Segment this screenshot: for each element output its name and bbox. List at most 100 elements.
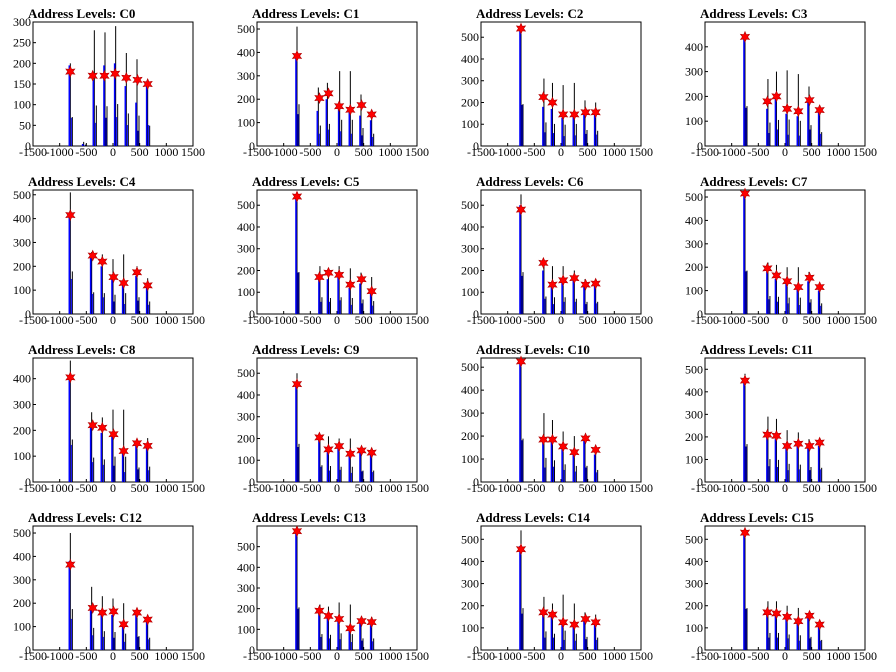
- star-icon: [771, 90, 782, 103]
- star-icon: [569, 618, 580, 631]
- y-tick-label: 200: [13, 56, 31, 70]
- x-tick-label: -1500: [243, 481, 271, 495]
- y-tick-label: 300: [13, 15, 31, 29]
- x-tick-label: 1000: [154, 313, 178, 327]
- chart-svg: Address Levels: C12 0 100 200 300 400 500 -1500…: [13, 510, 205, 663]
- x-tick-label: -1000: [46, 313, 74, 327]
- y-tick-label: 100: [13, 98, 31, 112]
- chart-svg: Address Levels: C15 0 100 200 300 400 500 -1500…: [685, 510, 877, 663]
- x-tick-label: -1500: [19, 481, 47, 495]
- x-tick-label: 0: [334, 313, 340, 327]
- x-tick-label: 1500: [629, 649, 653, 663]
- chart-panel: Address Levels: C9 0 100 200 300 400 500 -1500-…: [224, 336, 448, 504]
- star-icon: [109, 67, 121, 80]
- star-icon: [814, 281, 825, 294]
- star-icon: [804, 439, 815, 452]
- x-tick-label: 1500: [629, 145, 653, 159]
- x-tick-label: -500: [75, 313, 97, 327]
- y-tick-label: 100: [13, 620, 31, 634]
- star-icon: [515, 203, 527, 216]
- star-icon: [739, 526, 751, 539]
- x-tick-label: 0: [558, 313, 564, 327]
- y-tick-label: 400: [237, 388, 255, 402]
- star-icon: [804, 609, 815, 622]
- y-tick-label: 300: [461, 577, 479, 591]
- x-tick-label: -500: [523, 145, 545, 159]
- y-tick-label: 500: [685, 532, 703, 546]
- x-tick-label: -1000: [718, 649, 746, 663]
- y-tick-label: 200: [237, 92, 255, 106]
- star-icon: [515, 355, 527, 368]
- x-tick-label: 500: [579, 481, 597, 495]
- star-icon: [65, 209, 76, 221]
- x-tick-label: -500: [75, 649, 97, 663]
- chart-title: Address Levels: C5: [252, 174, 360, 189]
- star-icon: [65, 371, 76, 384]
- star-icon: [314, 271, 325, 283]
- star-icon: [97, 255, 108, 268]
- star-icon: [739, 30, 751, 43]
- y-tick-label: 500: [13, 188, 31, 202]
- x-tick-label: 0: [558, 481, 564, 495]
- x-tick-label: 0: [782, 481, 788, 495]
- y-tick-label: 300: [13, 235, 31, 249]
- x-tick-label: -500: [523, 313, 545, 327]
- chart-panel: Address Levels: C1 0 100 200 300 400 500 -1500-…: [224, 0, 448, 168]
- x-tick-label: 1000: [378, 481, 402, 495]
- x-tick-label: -1500: [19, 145, 47, 159]
- x-tick-label: -1000: [46, 145, 74, 159]
- star-icon: [333, 100, 345, 113]
- x-tick-label: -1500: [467, 481, 495, 495]
- y-tick-label: 400: [685, 213, 703, 227]
- y-tick-label: 400: [461, 52, 479, 66]
- chart-panel: Address Levels: C12 0 100 200 300 400 500 -1500…: [0, 504, 224, 672]
- x-tick-label: -500: [523, 649, 545, 663]
- star-icon: [356, 444, 367, 457]
- y-tick-label: 100: [461, 285, 479, 299]
- star-icon: [142, 279, 153, 292]
- x-tick-label: 1000: [826, 649, 850, 663]
- star-icon: [99, 69, 110, 82]
- y-tick-label: 500: [461, 30, 479, 44]
- x-tick-label: -500: [299, 481, 321, 495]
- x-tick-label: 500: [355, 313, 373, 327]
- y-tick-label: 500: [237, 366, 255, 380]
- x-tick-label: -1000: [494, 481, 522, 495]
- y-tick-label: 0: [473, 307, 479, 321]
- chart-svg: Address Levels: C60100200300400500-1500-…: [461, 174, 653, 327]
- star-icon: [333, 613, 345, 625]
- x-tick-label: 1000: [602, 649, 626, 663]
- star-icon: [314, 604, 325, 617]
- plot-frame: [256, 525, 418, 651]
- star-icon: [132, 73, 143, 86]
- star-icon: [538, 433, 549, 446]
- y-tick-label: 100: [237, 285, 255, 299]
- y-tick-label: 300: [685, 65, 703, 79]
- y-tick-label: 100: [685, 284, 703, 298]
- plot-frame: [32, 21, 194, 147]
- chart-svg: Address Levels: C90100200300400500-1500-…: [237, 342, 429, 495]
- y-tick-label: 300: [237, 69, 255, 83]
- y-tick-label: 150: [13, 77, 31, 91]
- chart-panel: Address Levels: C10 0 100 200 300 400 500 -1500…: [448, 336, 672, 504]
- star-icon: [814, 436, 825, 449]
- y-tick-label: 500: [237, 22, 255, 36]
- x-tick-label: -1000: [270, 313, 298, 327]
- star-icon: [118, 277, 129, 289]
- y-tick-label: 200: [13, 423, 31, 437]
- y-tick-label: 500: [461, 198, 479, 212]
- star-icon: [793, 281, 804, 294]
- star-icon: [739, 187, 751, 200]
- y-tick-label: 0: [25, 475, 31, 489]
- x-tick-label: -1500: [691, 145, 719, 159]
- x-tick-label: -500: [523, 481, 545, 495]
- star-icon: [142, 439, 153, 452]
- chart-panel: Address Levels: C0 0 50 100 150 200 250 300 -150…: [0, 0, 224, 168]
- chart-svg: Address Levels: C20100200300400500-1500-…: [461, 6, 653, 159]
- y-tick-label: 400: [461, 383, 479, 397]
- x-tick-label: -1000: [718, 313, 746, 327]
- x-tick-label: -500: [747, 145, 769, 159]
- y-tick-label: 500: [685, 190, 703, 204]
- x-tick-label: 500: [355, 145, 373, 159]
- x-tick-label: 1500: [405, 649, 429, 663]
